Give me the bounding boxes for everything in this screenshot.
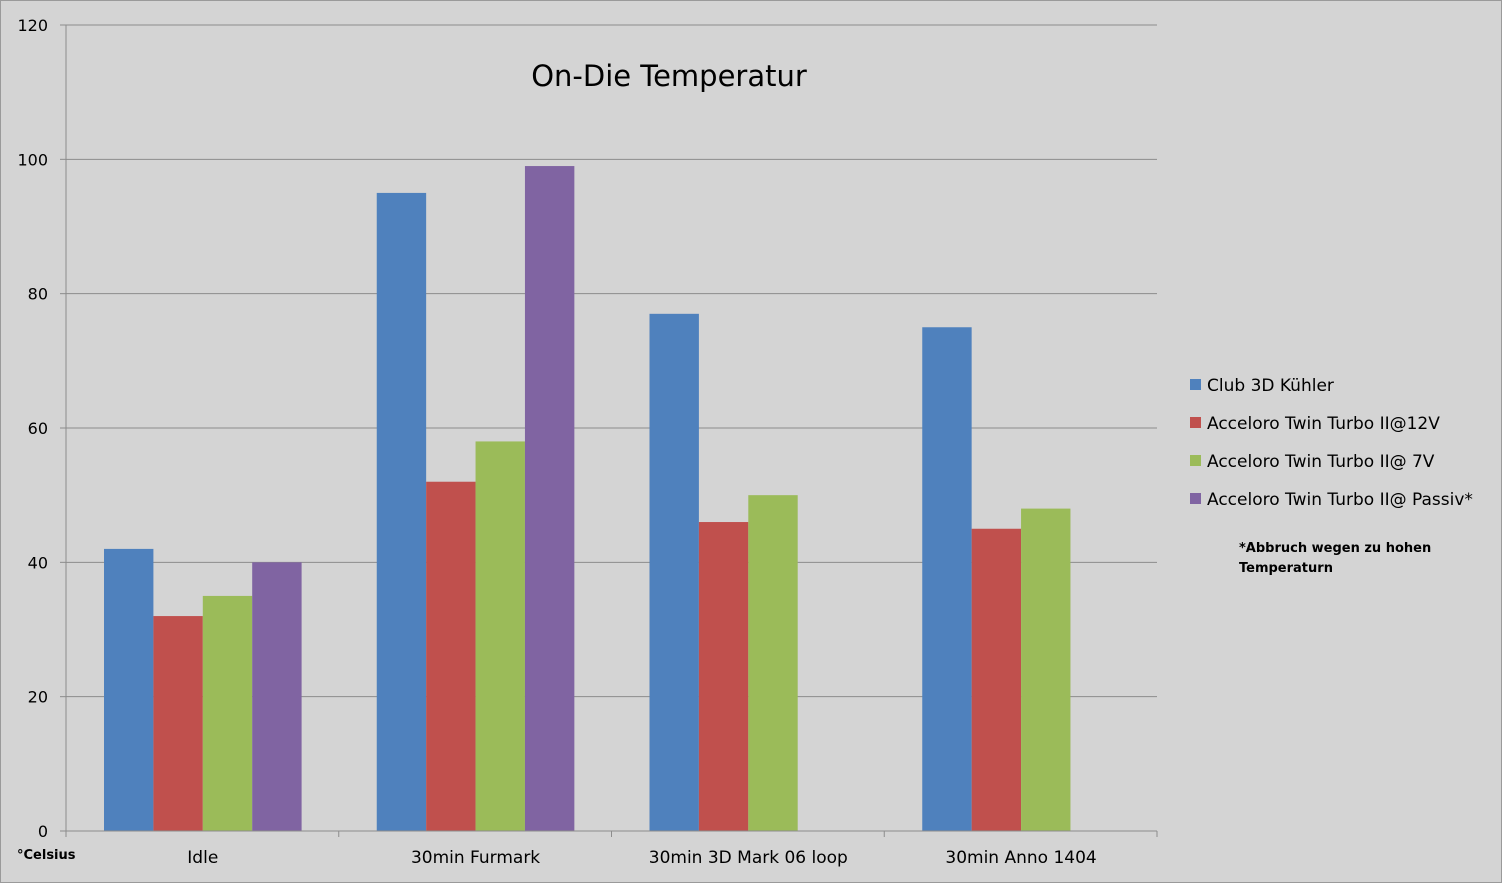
y-tick-label: 80	[28, 285, 48, 304]
legend-swatch	[1190, 417, 1201, 428]
bar	[922, 327, 972, 831]
bar	[252, 562, 302, 831]
bar	[698, 522, 749, 831]
x-category-label: 30min 3D Mark 06 loop	[649, 848, 848, 868]
bar	[971, 528, 1022, 831]
legend-label: Acceloro Twin Turbo II@ 7V	[1207, 452, 1435, 472]
legend-label: Club 3D Kühler	[1207, 376, 1334, 396]
x-category-label: 30min Anno 1404	[945, 848, 1096, 868]
legend-label: Acceloro Twin Turbo II@12V	[1207, 414, 1440, 434]
bars	[104, 166, 1071, 832]
bar	[426, 481, 476, 831]
y-tick-label: 0	[38, 822, 48, 841]
bar	[376, 192, 427, 831]
annotation-note: *Abbruch wegen zu hohen Temperaturn	[1239, 541, 1431, 576]
bar	[104, 548, 154, 831]
legend-swatch	[1190, 379, 1201, 390]
annotation-line: *Abbruch wegen zu hohen	[1239, 541, 1431, 556]
y-tick-label: 40	[28, 553, 48, 572]
bar	[475, 441, 525, 831]
x-category-label: Idle	[187, 848, 218, 868]
bar	[748, 495, 798, 831]
y-tick-label: 20	[28, 688, 48, 707]
x-category-label: 30min Furmark	[411, 848, 540, 868]
bar	[649, 313, 699, 832]
bar	[524, 166, 575, 832]
bar	[202, 595, 253, 831]
bar	[1021, 508, 1071, 831]
chart-title: On-Die Temperatur	[531, 59, 807, 93]
legend-swatch	[1190, 455, 1201, 466]
legend-label: Acceloro Twin Turbo II@ Passiv*	[1207, 490, 1473, 510]
bar	[153, 616, 203, 831]
annotation-line: Temperaturn	[1239, 561, 1333, 576]
legend: Club 3D Kühler Acceloro Twin Turbo II@12V…	[1190, 376, 1473, 510]
legend-swatch	[1190, 493, 1201, 504]
y-tick-label: 60	[28, 419, 48, 438]
y-unit-label: °Celsius	[17, 848, 76, 863]
axes: 0 20 40 60 80 100 120 Idle 30min Furmark 30min 3D…	[17, 16, 1158, 868]
y-tick-label: 100	[17, 150, 48, 169]
y-tick-label: 120	[17, 16, 48, 35]
